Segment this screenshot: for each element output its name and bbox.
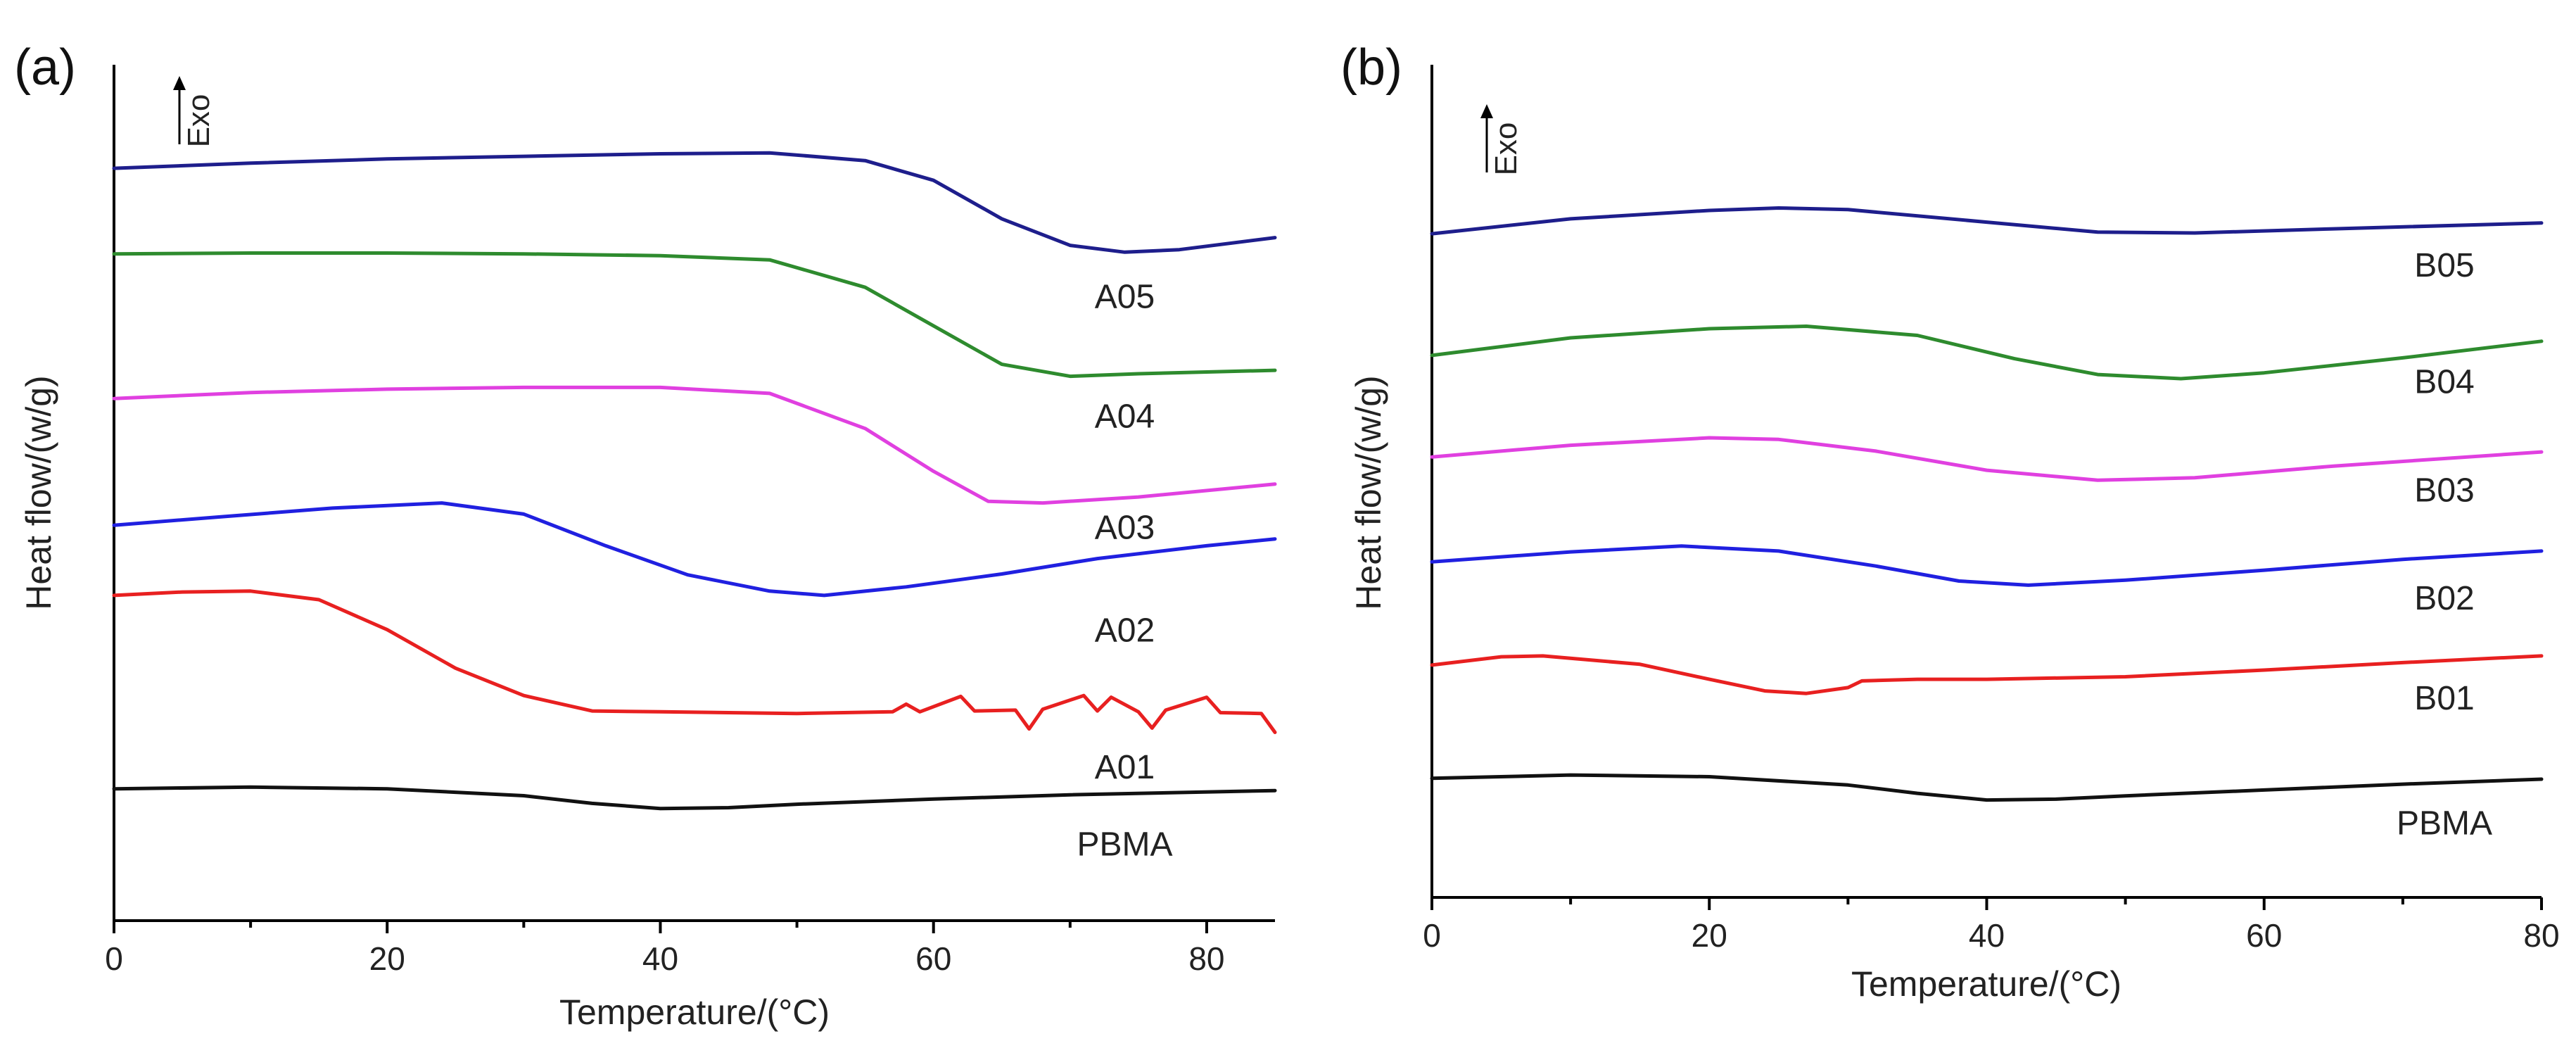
y-axis-title: Heat flow/(w/g) <box>1349 375 1388 610</box>
series-line-a04 <box>112 251 1277 379</box>
series-line-b01 <box>1430 654 2544 695</box>
x-axis-title: Temperature/(°C) <box>1851 964 2121 1004</box>
series-line-a02 <box>112 501 1277 598</box>
panel-label: (b) <box>1340 39 1402 96</box>
y-axis-title: Heat flow/(w/g) <box>19 375 58 610</box>
series-label-pbma: PBMA <box>1077 826 1172 864</box>
x-tick-label: 0 <box>1423 917 1441 954</box>
series-label-b04: B04 <box>2414 364 2474 401</box>
panel-a: 0 20 40 60 80 Temperature/(°C) Heat flow/(w/g)… <box>14 39 1277 1032</box>
x-tick-label: 20 <box>369 940 405 977</box>
x-tick-label: 40 <box>642 940 678 977</box>
x-tick-label: 40 <box>1969 917 2005 954</box>
series-line-a01 <box>112 589 1277 734</box>
series-label-b05: B05 <box>2414 247 2474 284</box>
series-label-b03: B03 <box>2414 472 2474 509</box>
x-tick-label: 60 <box>2246 917 2282 954</box>
series-line-a03 <box>112 385 1277 505</box>
exo-arrow-head <box>173 76 186 90</box>
series-label-a05: A05 <box>1095 278 1155 315</box>
x-tick-label: 60 <box>915 940 951 977</box>
panel-b: 0 20 40 60 80 Temperature/(°C) Heat flow/(w/g)… <box>1340 39 2560 1004</box>
exo-label: Exo <box>1489 122 1523 176</box>
series-label-pbma: PBMA <box>2397 805 2492 843</box>
series-line-b05 <box>1430 206 2544 236</box>
series-label-b02: B02 <box>2414 580 2474 617</box>
series-line-pbma <box>1430 773 2544 802</box>
series-label-a01: A01 <box>1095 749 1155 786</box>
series-line-pbma <box>112 785 1277 811</box>
series-label-b01: B01 <box>2414 680 2474 717</box>
exo-label: Exo <box>182 94 216 148</box>
series-label-a04: A04 <box>1095 398 1155 436</box>
series-line-b02 <box>1430 544 2544 587</box>
x-axis-title: Temperature/(°C) <box>559 992 830 1032</box>
series-label-a03: A03 <box>1095 510 1155 547</box>
exo-arrow-head <box>1480 104 1493 118</box>
x-tick-label: 80 <box>2523 917 2559 954</box>
x-tick-label: 0 <box>105 940 123 977</box>
panel-label: (a) <box>14 39 76 96</box>
x-tick-label: 80 <box>1188 940 1224 977</box>
series-line-b03 <box>1430 436 2544 482</box>
series-line-b04 <box>1430 324 2544 381</box>
series-label-a02: A02 <box>1095 612 1155 650</box>
series-line-a05 <box>112 151 1277 254</box>
x-tick-label: 20 <box>1692 917 1727 954</box>
